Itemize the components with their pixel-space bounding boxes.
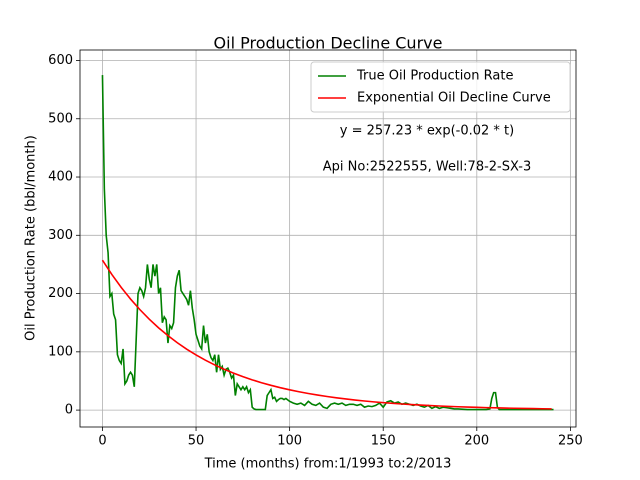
x-tick-label: 50 [188, 434, 205, 449]
y-tick-label: 500 [48, 111, 73, 126]
legend-label: True Oil Production Rate [356, 69, 513, 84]
annotation: Api No:2522555, Well:78-2-SX-3 [323, 160, 531, 175]
plot-frame [79, 49, 577, 428]
x-axis-label: Time (months) from:1/1993 to:2/2013 [204, 457, 452, 472]
x-tick-label: 250 [558, 434, 583, 449]
x-tick-label: 150 [371, 434, 396, 449]
y-axis-label: Oil Production Rate (bbl/month) [24, 135, 39, 341]
y-tick-label: 200 [48, 286, 73, 301]
x-tick-label: 0 [98, 434, 106, 449]
annotation: y = 257.23 * exp(-0.02 * t) [340, 124, 514, 139]
x-tick-label: 200 [464, 434, 489, 449]
series-line [101, 259, 552, 410]
y-tick-label: 400 [48, 170, 73, 185]
y-tick-label: 0 [65, 403, 73, 418]
y-tick-label: 300 [48, 228, 73, 243]
y-tick-label: 100 [48, 344, 73, 359]
legend-label: Exponential Oil Decline Curve [357, 91, 551, 106]
y-tick-label: 600 [48, 53, 73, 68]
chart-title: Oil Production Decline Curve [214, 34, 443, 53]
x-tick-label: 100 [277, 434, 302, 449]
series-line [101, 75, 554, 411]
legend-box [310, 61, 571, 113]
